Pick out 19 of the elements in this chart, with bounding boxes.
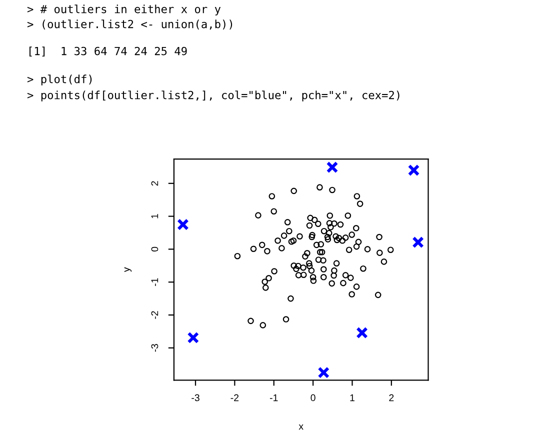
y-tick-label: 2 bbox=[151, 181, 158, 186]
x-axis-title: x bbox=[298, 424, 304, 430]
y-tick-label: -1 bbox=[151, 278, 158, 286]
x-tick-label: -2 bbox=[230, 394, 239, 402]
y-tick-label: -3 bbox=[151, 344, 158, 352]
y-axis-title: y bbox=[124, 267, 132, 272]
x-tick-label: 1 bbox=[350, 394, 354, 402]
x-tick-label: -3 bbox=[192, 394, 200, 402]
text: > (outlier.list2 <- union(a,b)) bbox=[27, 20, 232, 30]
text: > points(df[outlier.list2,], col="blue", pch="x", cex=2) bbox=[27, 90, 400, 102]
text: [1] 1 33 64 74 24 25 49 bbox=[30, 46, 187, 57]
y-tick-label: -2 bbox=[151, 311, 158, 319]
x-tick-label: 0 bbox=[310, 394, 316, 402]
x-tick-label: 2 bbox=[389, 394, 394, 402]
text: > plot(df) bbox=[27, 74, 92, 86]
x-tick-label: -1 bbox=[270, 394, 278, 402]
y-tick-label: 1 bbox=[151, 214, 158, 218]
y-tick-label: 0 bbox=[151, 246, 158, 252]
text: > # outliers in either x or y bbox=[27, 4, 221, 16]
